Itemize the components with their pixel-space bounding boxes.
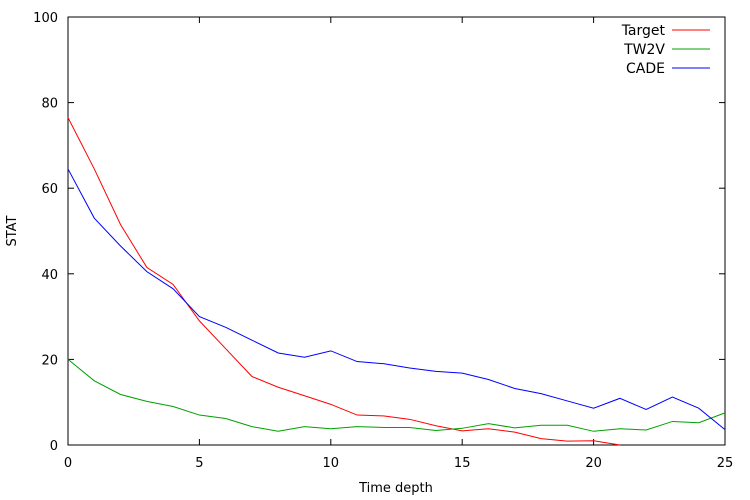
x-tick-label: 20 [585,456,602,471]
y-tick-label: 60 [41,182,58,197]
x-tick-label: 15 [454,456,471,471]
series-line-cade [67,168,726,430]
y-tick-label: 40 [41,268,58,283]
plot-frame [67,16,726,446]
y-axis-label: STAT [5,215,20,246]
legend-label: Target [621,23,666,39]
legend-label: CADE [626,61,665,77]
y-tick-label: 100 [33,11,58,26]
x-tick-label: 0 [64,456,72,471]
x-tick-label: 10 [323,456,340,471]
y-tick-label: 80 [41,97,58,112]
y-tick-label: 0 [50,439,58,454]
x-tick-label: 25 [717,456,734,471]
series-lines [67,117,726,446]
series-line-target [67,117,620,446]
x-axis-label: Time depth [358,481,433,496]
y-tick-label: 20 [41,353,58,368]
x-tick-label: 5 [195,456,203,471]
legend-label: TW2V [623,42,665,58]
series-line-tw2v [67,359,726,432]
legend: Target TW2V CADE [621,23,710,77]
axis-ticks: 0 5 10 15 20 25 0 20 40 60 80 100 [33,11,733,471]
